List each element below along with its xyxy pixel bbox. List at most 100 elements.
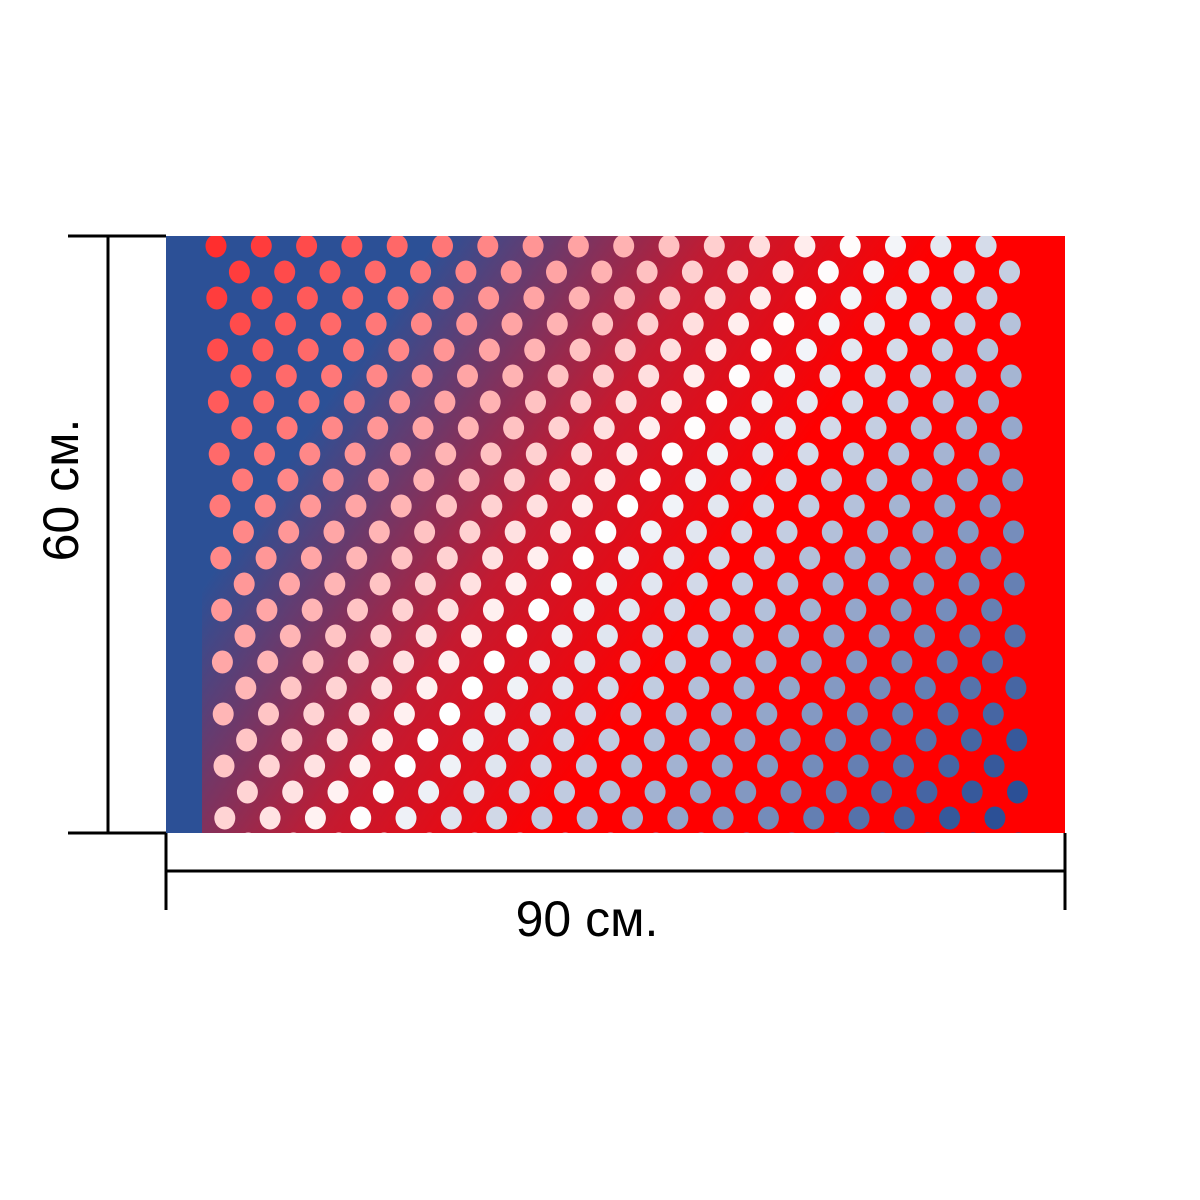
polka-dot [618, 546, 639, 570]
polka-dot [302, 650, 324, 674]
polka-dot [983, 754, 1005, 778]
polka-dot [371, 676, 393, 700]
polka-dot [522, 236, 544, 258]
polka-dot [323, 520, 345, 544]
polka-dot [346, 546, 368, 570]
polka-dot [956, 468, 978, 492]
polka-dot [777, 572, 799, 596]
polka-dot [593, 416, 615, 440]
polka-dot [388, 338, 410, 362]
polka-dot [411, 364, 433, 388]
polka-dot [709, 598, 731, 622]
polka-dot [795, 286, 817, 310]
polka-dot [932, 390, 954, 414]
polka-dot [820, 416, 842, 440]
polka-dot [821, 468, 842, 492]
polka-dot [757, 754, 779, 778]
polka-dot [641, 572, 663, 596]
polka-dot [282, 780, 304, 804]
polka-dot [753, 546, 775, 570]
polka-dot [529, 650, 550, 674]
polka-dot [300, 546, 322, 570]
polka-dot [639, 468, 661, 492]
polka-dot [562, 832, 569, 833]
polka-dot [303, 702, 325, 726]
polka-dot [525, 390, 546, 414]
polka-dot [415, 624, 437, 648]
polka-dot [688, 676, 710, 700]
polka-dot [934, 494, 956, 518]
polka-dot [503, 416, 525, 440]
polka-dot [961, 780, 983, 804]
polka-dot [639, 416, 660, 440]
polka-dot [254, 442, 275, 466]
polka-dot [233, 572, 255, 596]
polka-dot [844, 546, 866, 570]
polka-dot [841, 338, 863, 362]
polka-dot [531, 806, 553, 830]
polka-dot [908, 260, 930, 284]
polka-dot [298, 390, 320, 414]
polka-dot [258, 702, 279, 726]
polka-dot [436, 494, 457, 518]
polka-dot [607, 832, 614, 833]
polka-dot [885, 286, 907, 310]
polka-dot [365, 312, 387, 336]
polka-dot [410, 312, 432, 336]
polka-dot [299, 442, 321, 466]
polka-dot [349, 754, 371, 778]
polka-dot [457, 416, 479, 440]
polka-dot [879, 832, 886, 833]
width-label: 90 см. [516, 891, 659, 947]
polka-dot [615, 390, 637, 414]
polka-dot [660, 390, 682, 414]
polka-dot [640, 520, 662, 544]
polka-dot [528, 598, 550, 622]
polka-dot [840, 286, 862, 310]
polka-dot [774, 364, 796, 388]
polka-dot [933, 442, 955, 466]
polka-dot [659, 286, 681, 310]
polka-dot [506, 624, 528, 648]
polka-dot [642, 624, 664, 648]
polka-dot [252, 338, 274, 362]
polka-dot [845, 598, 867, 622]
polka-dot [347, 598, 368, 622]
polka-dot [440, 754, 461, 778]
polka-dot [893, 806, 915, 830]
polka-dot [381, 832, 388, 833]
polka-dot [979, 494, 1001, 518]
polka-dot [1005, 676, 1027, 700]
polka-dot [614, 338, 636, 362]
polka-dot [507, 728, 529, 752]
polka-dot [825, 780, 847, 804]
polka-dot [480, 442, 502, 466]
polka-dot [457, 364, 478, 388]
polka-dot [550, 572, 572, 596]
polka-dot [959, 624, 981, 648]
polka-dot [304, 806, 326, 830]
polka-dot [529, 702, 551, 726]
polka-dot [395, 806, 417, 830]
polka-dot [257, 650, 279, 674]
polka-dot [524, 338, 546, 362]
polka-dot [743, 832, 750, 833]
polka-dot [250, 236, 272, 258]
polka-dot [822, 572, 844, 596]
polka-dot [210, 546, 232, 570]
polka-dot [956, 416, 978, 440]
polka-dot [667, 806, 689, 830]
polka-dot [976, 286, 998, 310]
polka-dot [620, 702, 642, 726]
polka-dot [910, 364, 931, 388]
polka-dot [622, 806, 643, 830]
polka-dot [205, 236, 227, 258]
polka-dot [931, 338, 953, 362]
polka-dot [324, 572, 346, 596]
polka-dot [892, 702, 914, 726]
polka-dot [319, 260, 341, 284]
polka-dot [213, 754, 235, 778]
polka-dot [885, 236, 906, 258]
polka-dot [889, 494, 910, 518]
polka-dot [461, 676, 483, 700]
